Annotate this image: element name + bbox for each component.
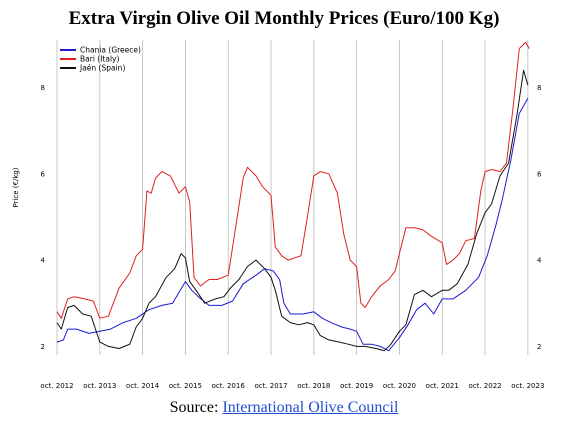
y-tick-label-right-3: 8 xyxy=(537,84,541,92)
x-tick-label-1: oct. 2013 xyxy=(83,382,116,390)
series-line-0 xyxy=(56,98,529,352)
x-tick-label-6: oct. 2018 xyxy=(297,382,330,390)
y-tick-label-left-0: 2 xyxy=(41,343,45,351)
source-link[interactable]: International Olive Council xyxy=(222,399,399,416)
series-line-2 xyxy=(56,69,529,352)
series-group xyxy=(56,41,530,352)
line-chart: oct. 2012 oct. 2013 oct. 2014 oct. 2015 oct.… xyxy=(12,40,544,390)
source-note: Source: International Olive Council xyxy=(0,399,568,417)
x-tick-label-4: oct. 2016 xyxy=(212,382,246,390)
x-tick-label-8: oct. 2020 xyxy=(383,382,416,390)
chart-title: Extra Virgin Olive Oil Monthly Prices (E… xyxy=(68,8,500,29)
y-tick-label-right-2: 6 xyxy=(537,170,542,178)
x-tick-label-2: oct. 2014 xyxy=(126,382,160,390)
series-line-1 xyxy=(56,41,530,319)
x-tick-label-11: oct. 2023 xyxy=(511,382,544,390)
y-tick-label-right-0: 2 xyxy=(537,343,541,351)
gridlines xyxy=(56,40,529,355)
x-tick-label-10: oct. 2022 xyxy=(468,382,501,390)
x-tick-label-7: oct. 2019 xyxy=(340,382,373,390)
x-tick-label-0: oct. 2012 xyxy=(40,382,73,390)
source-prefix: Source: xyxy=(169,399,223,416)
legend-label-2: Jaén (Spain) xyxy=(79,64,125,73)
y-tick-label-left-1: 4 xyxy=(41,257,46,265)
y-tick-label-right-1: 4 xyxy=(537,257,542,265)
y-tick-label-left-2: 6 xyxy=(41,170,46,178)
x-tick-label-3: oct. 2015 xyxy=(169,382,202,390)
y-tick-label-left-3: 8 xyxy=(41,84,45,92)
legend-label-1: Bari (Italy) xyxy=(80,55,119,64)
axes: oct. 2012 oct. 2013 oct. 2014 oct. 2015 oct.… xyxy=(12,84,544,390)
legend: Chania (Greece)Bari (Italy)Jaén (Spain) xyxy=(60,46,141,73)
legend-label-0: Chania (Greece) xyxy=(80,46,141,55)
y-axis-label: Price (€/kg) xyxy=(12,167,20,207)
x-tick-label-9: oct. 2021 xyxy=(426,382,459,390)
x-tick-label-5: oct. 2017 xyxy=(254,382,287,390)
